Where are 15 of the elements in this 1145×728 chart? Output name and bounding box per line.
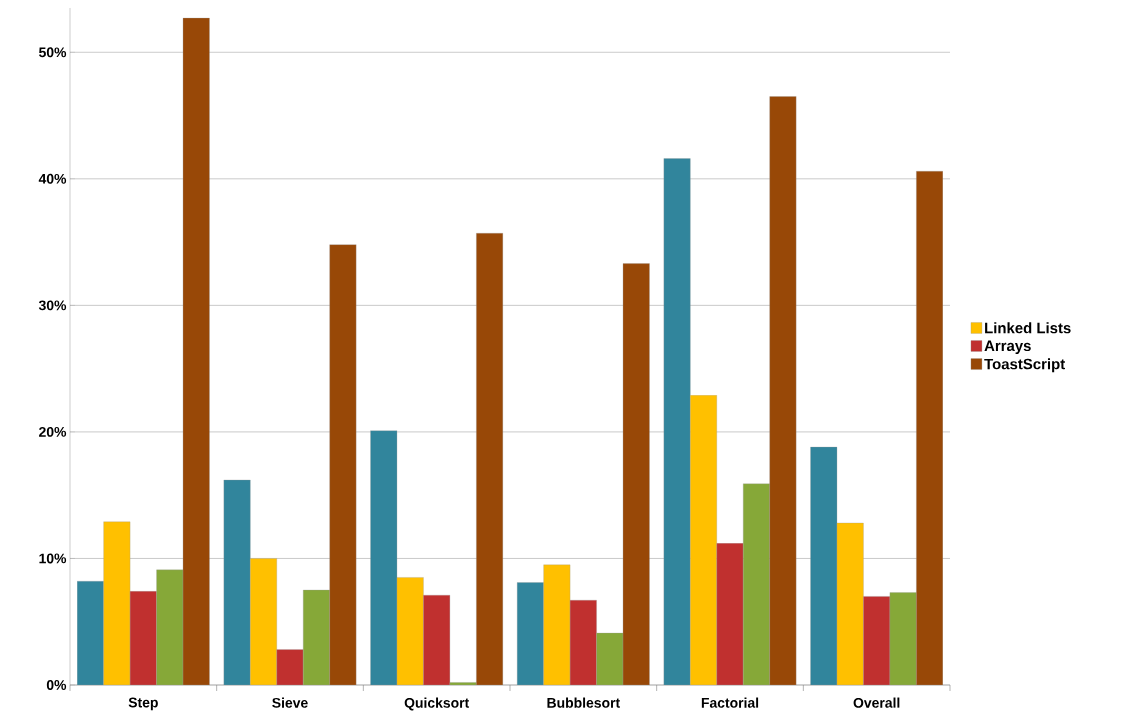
legend-label: ToastScript	[984, 358, 1066, 373]
y-tick-label: 0%	[46, 680, 67, 690]
y-tick-label: 20%	[39, 426, 67, 437]
x-tick-label: Factorial	[701, 697, 759, 708]
x-tick-label: Quicksort	[404, 697, 470, 711]
x-tick-label: Step	[128, 697, 158, 711]
legend-label: Arrays	[984, 340, 1031, 354]
x-tick-label: Sieve	[272, 697, 308, 708]
y-tick-label: 50%	[38, 47, 67, 58]
y-tick-label: 10%	[39, 553, 67, 564]
x-tick-label: Overall	[853, 697, 900, 708]
legend-label: Linked Lists	[985, 322, 1071, 334]
x-tick-label: Bubblesort	[547, 697, 620, 708]
y-tick-label: 40%	[38, 173, 67, 184]
y-tick-label: 30%	[38, 300, 67, 311]
